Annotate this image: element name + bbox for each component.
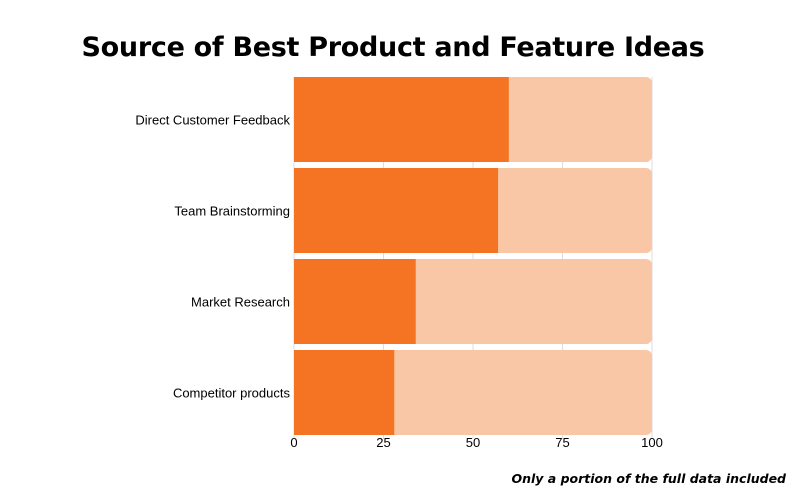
- bar-value-3: [294, 350, 395, 435]
- bar-value-2: [294, 259, 416, 344]
- category-label-3: Competitor products: [173, 386, 291, 401]
- footnote: Only a portion of the full data included: [511, 471, 786, 486]
- chart-title: Source of Best Product and Feature Ideas: [81, 32, 705, 63]
- x-tick-label-1: 25: [376, 435, 390, 450]
- bar-value-0: [294, 77, 509, 162]
- category-label-2: Market Research: [191, 295, 290, 310]
- x-tick-label-3: 75: [555, 435, 569, 450]
- x-tick-label-2: 50: [466, 435, 480, 450]
- category-label-0: Direct Customer Feedback: [135, 113, 290, 128]
- category-label-1: Team Brainstorming: [174, 204, 290, 219]
- x-tick-label-4: 100: [641, 435, 663, 450]
- bar-value-1: [294, 168, 499, 253]
- x-tick-label-0: 0: [290, 435, 297, 450]
